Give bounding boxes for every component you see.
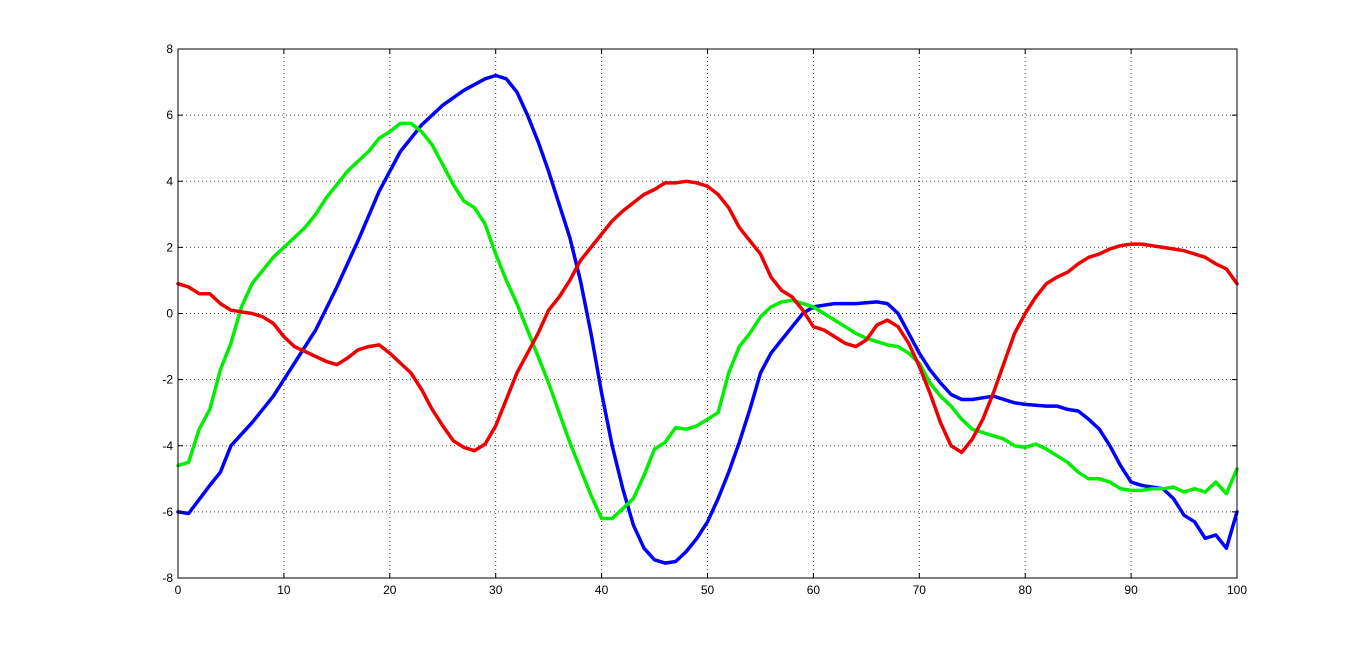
x-tick-label: 80 bbox=[1019, 583, 1033, 597]
y-tick-label: -8 bbox=[162, 571, 173, 585]
series-layer bbox=[176, 73, 1239, 565]
y-tick-label: -6 bbox=[162, 505, 173, 519]
x-tick-label: 20 bbox=[383, 583, 397, 597]
y-tick-label: 6 bbox=[166, 108, 173, 122]
x-tick-label: 60 bbox=[807, 583, 821, 597]
x-tick-label: 100 bbox=[1227, 583, 1247, 597]
y-tick-label: -4 bbox=[162, 439, 173, 453]
x-axis-tick-labels: 0 10 20 30 40 50 60 70 80 90 100 bbox=[175, 583, 1248, 597]
x-tick-label: 50 bbox=[701, 583, 715, 597]
x-tick-label: 30 bbox=[489, 583, 503, 597]
y-tick-label: -2 bbox=[162, 373, 173, 387]
grid bbox=[178, 49, 1237, 578]
axis-ticks bbox=[177, 48, 1238, 579]
series-line-1 bbox=[176, 121, 1239, 521]
series-line-0 bbox=[176, 73, 1239, 565]
x-tick-label: 10 bbox=[277, 583, 291, 597]
x-tick-label: 70 bbox=[913, 583, 927, 597]
y-tick-label: 2 bbox=[166, 240, 173, 254]
y-axis-tick-labels: -8 -6 -4 -2 0 2 4 6 8 bbox=[162, 42, 173, 585]
y-tick-label: 4 bbox=[166, 174, 173, 188]
x-tick-label: 40 bbox=[595, 583, 609, 597]
series-line-2 bbox=[176, 179, 1239, 455]
y-tick-label: 0 bbox=[166, 307, 173, 321]
x-tick-label: 0 bbox=[175, 583, 182, 597]
x-tick-label: 90 bbox=[1124, 583, 1138, 597]
y-tick-label: 8 bbox=[166, 42, 173, 56]
